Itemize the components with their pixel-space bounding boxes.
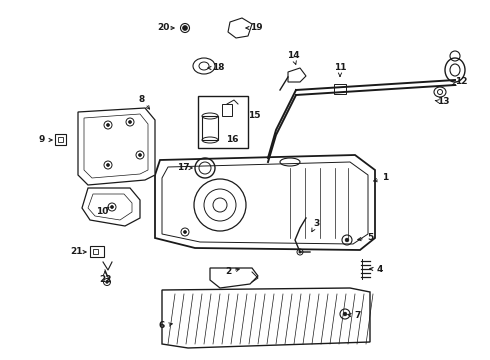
Text: 17: 17 <box>177 163 189 172</box>
Polygon shape <box>82 188 140 226</box>
Circle shape <box>184 231 186 233</box>
Circle shape <box>343 312 347 316</box>
Text: 18: 18 <box>212 63 224 72</box>
Bar <box>222 104 232 116</box>
Text: 1: 1 <box>382 174 388 183</box>
Bar <box>58 137 63 142</box>
Circle shape <box>107 163 109 166</box>
Text: 2: 2 <box>225 267 231 276</box>
Bar <box>202 116 218 140</box>
Text: 4: 4 <box>377 266 383 274</box>
Text: 21: 21 <box>70 248 82 256</box>
Bar <box>55 134 66 145</box>
Text: 6: 6 <box>159 321 165 330</box>
Text: 14: 14 <box>287 51 299 60</box>
Circle shape <box>128 121 131 123</box>
Text: 8: 8 <box>139 95 145 104</box>
Circle shape <box>139 154 142 156</box>
Bar <box>334 84 346 94</box>
Circle shape <box>111 206 113 208</box>
Polygon shape <box>78 108 155 185</box>
Text: 13: 13 <box>437 98 449 107</box>
Circle shape <box>106 281 108 283</box>
Text: 9: 9 <box>39 135 45 144</box>
Text: 16: 16 <box>226 135 238 144</box>
Text: 11: 11 <box>334 63 346 72</box>
Polygon shape <box>228 18 252 38</box>
Text: 7: 7 <box>355 311 361 320</box>
Circle shape <box>299 251 301 253</box>
Text: 5: 5 <box>367 234 373 243</box>
Text: 12: 12 <box>455 77 467 86</box>
Text: 3: 3 <box>313 220 319 229</box>
Text: 20: 20 <box>157 23 169 32</box>
Text: 15: 15 <box>248 112 260 121</box>
Bar <box>198 96 248 148</box>
Polygon shape <box>155 155 375 250</box>
Text: 19: 19 <box>250 23 262 32</box>
Polygon shape <box>162 288 370 348</box>
Text: 22: 22 <box>99 275 111 284</box>
Circle shape <box>345 238 349 242</box>
Bar <box>93 249 98 254</box>
Circle shape <box>107 123 109 126</box>
Text: 10: 10 <box>96 207 108 216</box>
Bar <box>90 246 104 257</box>
Ellipse shape <box>183 26 187 30</box>
